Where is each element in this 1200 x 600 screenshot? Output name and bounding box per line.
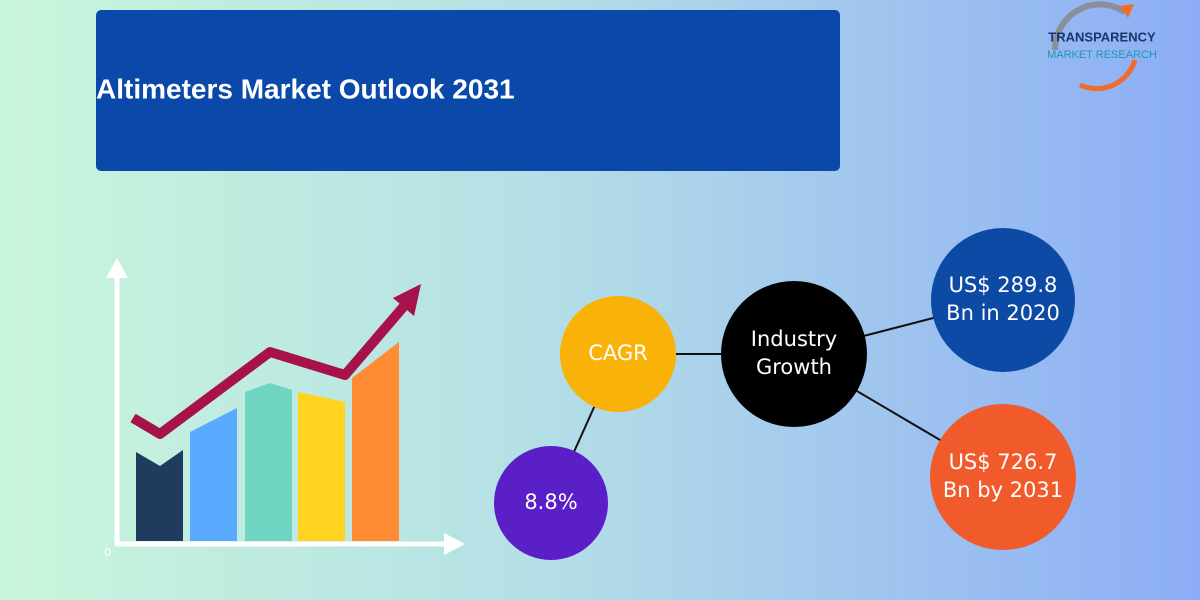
chart-icon: 0 [104, 258, 465, 559]
bar [352, 342, 399, 541]
trend-arrowhead [393, 284, 421, 316]
axis-arrow [444, 533, 465, 555]
node-label: Bn by 2031 [943, 478, 1063, 502]
title: Altimeters Market Outlook 2031 [96, 73, 515, 104]
node-circle [721, 281, 867, 427]
node-circle [930, 404, 1076, 550]
bar [190, 408, 237, 541]
logo: TRANSPARENCY MARKET RESEARCH [1047, 1, 1157, 92]
origin-label: 0 [104, 546, 111, 559]
bar [136, 450, 183, 541]
node-label: US$ 289.8 [949, 273, 1058, 297]
logo-swoosh [1051, 1, 1127, 51]
trend-arrow [130, 301, 409, 439]
logo-text: MARKET RESEARCH [1047, 49, 1157, 61]
logo-swoosh [1078, 59, 1138, 92]
bar [298, 392, 345, 541]
logo-text: TRANSPARENCY [1048, 29, 1156, 44]
node-label: CAGR [588, 341, 648, 365]
node-circle [560, 296, 676, 412]
title-box [96, 10, 840, 171]
node-label: Growth [756, 355, 832, 379]
logo-arrow [1120, 4, 1134, 18]
node-label: Bn in 2020 [946, 301, 1060, 325]
node-label: US$ 726.7 [949, 450, 1058, 474]
node-circle [494, 446, 608, 560]
axis-arrow [106, 258, 128, 278]
node-labels: CAGR Industry Growth US$ 289.8 Bn in 2020 US$… [524, 273, 1063, 514]
node-label: 8.8% [524, 490, 577, 514]
node-label: Industry [751, 327, 837, 351]
bar [245, 383, 292, 541]
node-circle [931, 228, 1075, 372]
